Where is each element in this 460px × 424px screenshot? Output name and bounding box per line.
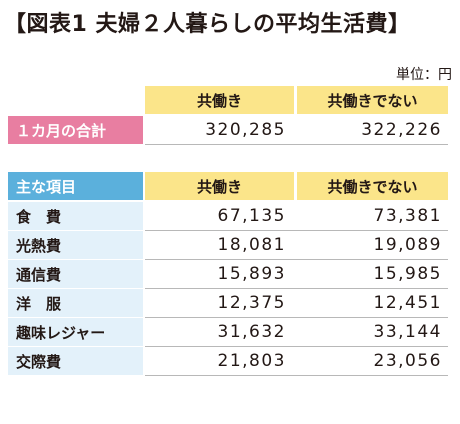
total-row-label: １カ月の合計 xyxy=(8,116,143,144)
breakdown-header-label: 主な項目 xyxy=(8,172,143,200)
item-label-social: 交際費 xyxy=(8,347,143,375)
column-header-single-income: 共働きでない xyxy=(297,86,448,114)
row-divider xyxy=(145,288,448,289)
row-divider xyxy=(145,375,448,376)
item-label-utilities: 光熱費 xyxy=(8,231,143,259)
total-value-dual-income: 320,285 xyxy=(205,120,286,140)
row-divider xyxy=(145,317,448,318)
item-value-utilities-single: 19,089 xyxy=(373,235,442,255)
unit-label: 単位：円 xyxy=(396,67,452,83)
row-divider xyxy=(145,230,448,231)
breakdown-column-header-dual-income: 共働き xyxy=(145,172,294,200)
item-label-food: 食 費 xyxy=(8,202,143,230)
item-value-communication-dual: 15,893 xyxy=(217,264,286,284)
item-value-clothing-single: 12,451 xyxy=(373,293,442,313)
row-divider xyxy=(145,144,448,145)
column-header-dual-income: 共働き xyxy=(145,86,294,114)
item-label-communication: 通信費 xyxy=(8,260,143,288)
item-value-clothing-dual: 12,375 xyxy=(217,293,286,313)
item-value-social-dual: 21,803 xyxy=(217,351,286,371)
item-value-leisure-dual: 31,632 xyxy=(217,322,286,342)
page-title: 【図表1 夫婦２人暮らしの平均生活費】 xyxy=(4,12,411,37)
item-value-utilities-dual: 18,081 xyxy=(217,235,286,255)
item-value-food-single: 73,381 xyxy=(373,206,442,226)
item-value-food-dual: 67,135 xyxy=(217,206,286,226)
item-value-social-single: 23,056 xyxy=(373,351,442,371)
row-divider xyxy=(145,259,448,260)
total-value-single-income: 322,226 xyxy=(361,120,442,140)
item-value-communication-single: 15,985 xyxy=(373,264,442,284)
item-value-leisure-single: 33,144 xyxy=(373,322,442,342)
row-divider xyxy=(145,346,448,347)
breakdown-column-header-single-income: 共働きでない xyxy=(297,172,448,200)
item-label-leisure: 趣味レジャー xyxy=(8,318,143,346)
item-label-clothing: 洋 服 xyxy=(8,289,143,317)
